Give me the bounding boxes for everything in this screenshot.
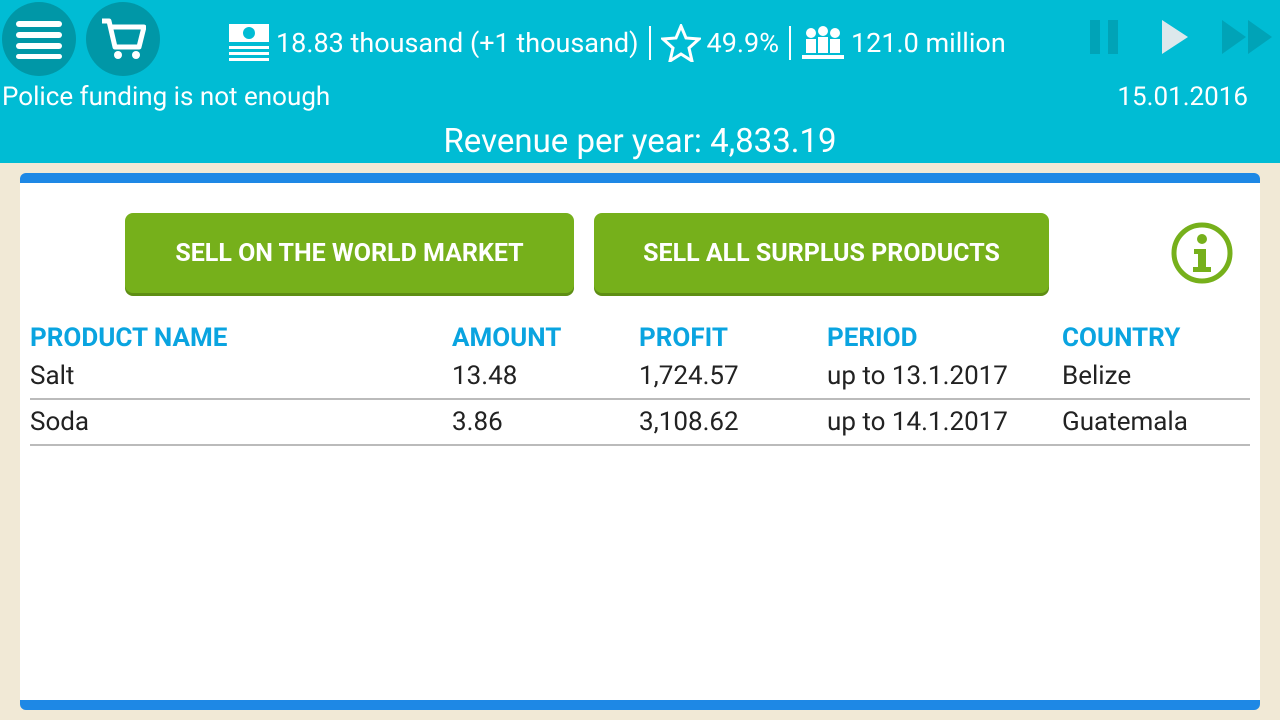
product-name: Soda [30, 399, 452, 446]
divider [648, 26, 651, 60]
population-icon [801, 26, 844, 59]
money-value: 18.83 thousand (+1 thousand) [276, 27, 639, 59]
column-header: COUNTRY [1062, 323, 1181, 353]
shop-button[interactable] [86, 2, 160, 76]
rating-value: 49.9% [706, 27, 779, 59]
products-table: PRODUCT NAME AMOUNT PROFIT PERIOD COUNTR… [30, 313, 1250, 446]
period: up to 13.1.2017 [827, 353, 1062, 400]
table-row[interactable]: Salt 13.48 1,724.57 up to 13.1.2017 Beli… [30, 353, 1250, 400]
cart-icon [102, 18, 146, 59]
amount: 13.48 [452, 353, 639, 400]
divider [788, 26, 791, 60]
pause-button[interactable] [1090, 20, 1120, 56]
stats-row: 18.83 thousand (+1 thousand) 49.9% 121.0… [228, 22, 1006, 64]
money-icon [229, 24, 269, 61]
play-button[interactable] [1160, 20, 1190, 56]
period: up to 14.1.2017 [827, 399, 1062, 446]
product-name: Salt [30, 353, 452, 400]
column-header: PRODUCT NAME [30, 323, 228, 353]
sell-world-market-button[interactable]: SELL ON THE WORLD MARKET [125, 213, 574, 293]
country: Guatemala [1062, 399, 1250, 446]
profit: 1,724.57 [639, 353, 827, 400]
market-panel: SELL ON THE WORLD MARKET SELL ALL SURPLU… [20, 173, 1260, 710]
profit: 3,108.62 [639, 399, 827, 446]
game-date: 15.01.2016 [1117, 82, 1248, 112]
column-header: PROFIT [639, 323, 728, 353]
fast-forward-button[interactable] [1222, 20, 1274, 56]
sell-surplus-button[interactable]: SELL ALL SURPLUS PRODUCTS [594, 213, 1049, 293]
revenue-per-year: Revenue per year: 4,833.19 [443, 122, 837, 161]
info-icon[interactable] [1170, 221, 1234, 285]
star-icon [660, 24, 701, 62]
population-value: 121.0 million [850, 27, 1006, 59]
country: Belize [1062, 353, 1250, 400]
alert-message[interactable]: Police funding is not enough [2, 82, 331, 112]
column-header: PERIOD [827, 323, 918, 353]
column-header: AMOUNT [452, 323, 562, 353]
menu-icon [16, 21, 62, 59]
table-row[interactable]: Soda 3.86 3,108.62 up to 14.1.2017 Guate… [30, 399, 1250, 446]
amount: 3.86 [452, 399, 639, 446]
menu-button[interactable] [2, 2, 76, 76]
top-bar: 18.83 thousand (+1 thousand) 49.9% 121.0… [0, 0, 1280, 163]
